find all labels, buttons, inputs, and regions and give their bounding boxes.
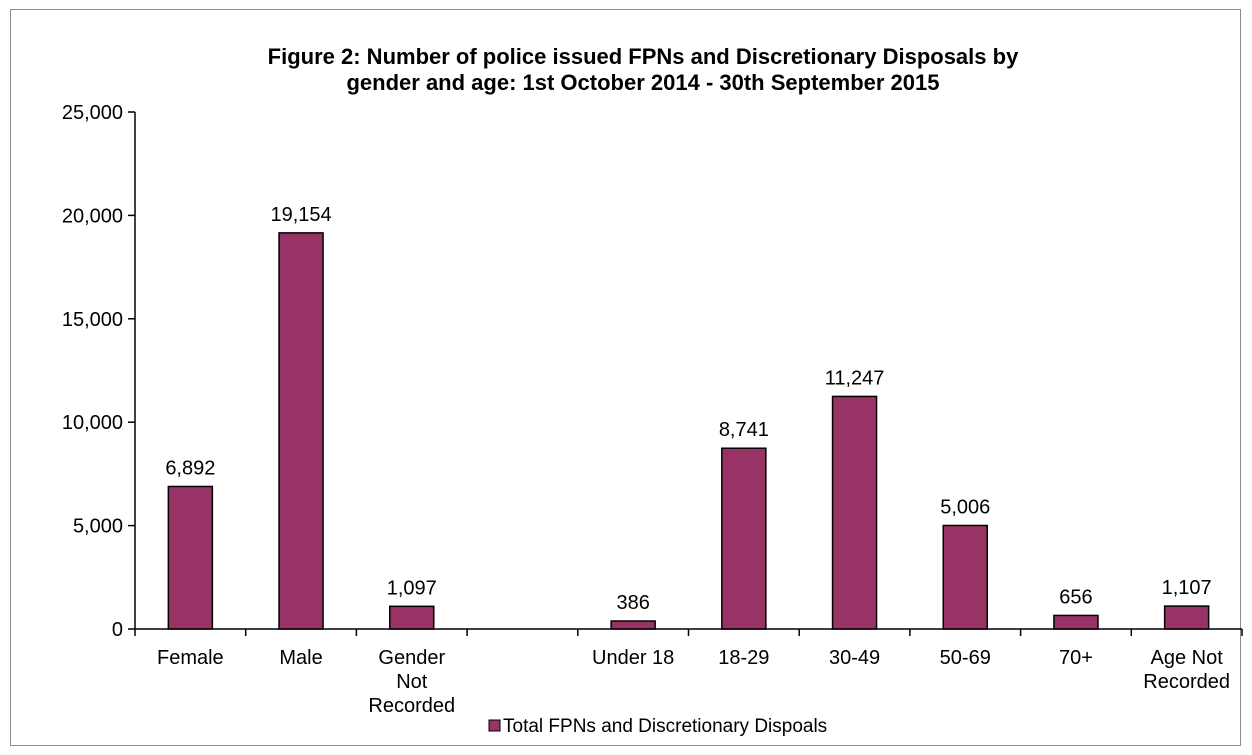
data-label: 11,247	[825, 367, 885, 389]
bar	[610, 620, 656, 630]
bar	[389, 605, 435, 630]
x-tick-label: 70+	[1059, 647, 1093, 669]
data-labels: 6,892 19,154 1,097 386 8,741 11,247 5,006 656 1,…	[165, 204, 1211, 614]
data-label: 5,006	[940, 496, 990, 518]
chart-title-line: Figure 2: Number of police issued FPNs a…	[268, 44, 1019, 69]
y-tick-label: 20,000	[62, 205, 123, 227]
x-tick-label: Under 18	[592, 647, 674, 669]
x-tick-label: Female	[157, 647, 224, 669]
data-label: 8,741	[719, 419, 769, 441]
data-label: 386	[616, 592, 649, 614]
y-axis: 0 5,000 10,000 15,000 20,000 25,000	[62, 102, 136, 641]
x-tick-label: Not	[396, 671, 428, 693]
data-label: 656	[1059, 586, 1092, 608]
x-tick-label: 50-69	[940, 647, 991, 669]
chart-title-line: gender and age: 1st October 2014 - 30th …	[346, 70, 939, 95]
y-tick-label: 10,000	[62, 412, 123, 434]
bar	[1163, 605, 1210, 630]
legend-swatch	[488, 719, 501, 732]
x-tick-label: Recorded	[1143, 671, 1230, 693]
data-label: 1,097	[387, 577, 437, 599]
bar	[721, 447, 767, 630]
data-label: 6,892	[165, 457, 215, 479]
y-tick-label: 5,000	[73, 516, 123, 538]
y-tick-label: 0	[112, 619, 123, 641]
x-tick-label: 30-49	[829, 647, 880, 669]
data-label: 1,107	[1162, 577, 1212, 599]
bar	[1053, 614, 1099, 630]
legend: Total FPNs and Discretionary Dispoals	[488, 716, 827, 737]
x-tick-label: Age Not	[1151, 647, 1224, 669]
y-tick-label: 15,000	[62, 309, 123, 331]
x-tick-label: Gender	[378, 647, 445, 669]
x-tick-label: 18-29	[718, 647, 769, 669]
bar	[831, 395, 878, 630]
y-tick-label: 25,000	[62, 102, 123, 124]
chart-title: Figure 2: Number of police issued FPNs a…	[268, 44, 1019, 95]
legend-label: Total FPNs and Discretionary Dispoals	[503, 716, 827, 737]
data-label: 19,154	[270, 204, 331, 226]
x-tick-label: Male	[279, 647, 322, 669]
bar	[942, 524, 988, 630]
bar	[278, 232, 324, 630]
bar	[167, 485, 214, 630]
x-tick-label: Recorded	[368, 695, 455, 717]
bar-series	[167, 232, 1210, 630]
